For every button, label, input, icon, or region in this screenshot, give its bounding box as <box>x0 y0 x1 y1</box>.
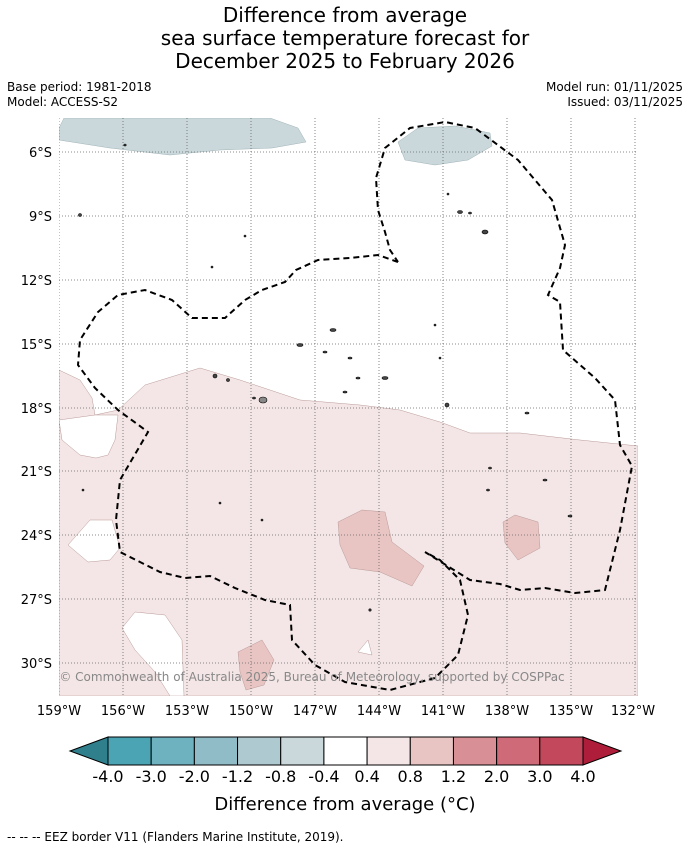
issued-date: Issued: 03/11/2025 <box>567 95 683 109</box>
lon-label-135w: 135°W <box>549 704 593 719</box>
lat-label-24s: 24°S <box>21 529 52 544</box>
model-run: Model run: 01/11/2025 <box>545 80 683 94</box>
colorbar-segment <box>107 736 152 766</box>
neutral-patch-small <box>357 639 373 656</box>
lon-label-144w: 144°W <box>357 704 401 719</box>
colorbar-tick-label: -4.0 <box>92 767 124 786</box>
cool-patch-north <box>59 118 307 156</box>
colorbar <box>68 736 623 766</box>
title-line-3: December 2025 to February 2026 <box>175 49 515 73</box>
colorbar-tick-label: 0.8 <box>397 767 423 786</box>
colorbar-extend-low <box>68 736 109 766</box>
lon-label-147w: 147°W <box>293 704 337 719</box>
colorbar-tick-label: 4.0 <box>570 767 596 786</box>
lon-label-159w: 159°W <box>37 704 81 719</box>
graticule <box>59 118 638 696</box>
lat-label-30s: 30°S <box>21 657 52 672</box>
lat-label-15s: 15°S <box>21 338 52 353</box>
colorbar-segment <box>452 736 498 766</box>
colorbar-extend-high <box>582 736 623 766</box>
colorbar-tick-label: -3.0 <box>135 767 167 786</box>
latitude-labels: 6°S 9°S 12°S 15°S 18°S 21°S 24°S 27°S 30… <box>21 146 52 672</box>
colorbar-segment <box>496 736 541 766</box>
title-line-2: sea surface temperature forecast for <box>160 26 530 50</box>
meta-left: Base period: 1981-2018 Model: ACCESS-S2 <box>7 80 152 110</box>
lat-label-6s: 6°S <box>29 146 52 161</box>
warm-patch-south <box>237 639 275 691</box>
lat-label-9s: 9°S <box>29 210 52 225</box>
lon-label-150w: 150°W <box>229 704 273 719</box>
colorbar-tick-label: 1.2 <box>440 767 467 786</box>
colorbar-segment <box>193 736 239 766</box>
colorbar-tick-label: 3.0 <box>527 767 553 786</box>
colorbar-segment <box>366 736 411 766</box>
title-line-1: Difference from average <box>222 3 468 27</box>
warm-patch-central <box>337 509 425 587</box>
colorbar-segment <box>237 736 282 766</box>
lat-label-27s: 27°S <box>21 593 52 608</box>
colorbar-segment <box>409 736 454 766</box>
cool-patch-northeast <box>397 125 493 166</box>
colorbar-tick-label: -1.2 <box>221 767 254 786</box>
model-name: Model: ACCESS-S2 <box>7 95 119 109</box>
lon-label-156w: 156°W <box>101 704 145 719</box>
colorbar-title: Difference from average (°C) <box>214 794 476 815</box>
lat-label-21s: 21°S <box>21 465 52 480</box>
colorbar-tick-label: 0.4 <box>354 767 380 786</box>
lon-label-141w: 141°W <box>421 704 465 719</box>
lon-label-138w: 138°W <box>485 704 529 719</box>
colorbar-tick-label: -0.4 <box>308 767 340 786</box>
eez-footnote: -- -- -- EEZ border V11 (Flanders Marine… <box>7 830 344 844</box>
colorbar-segment <box>280 736 325 766</box>
eez-border <box>76 120 634 692</box>
longitude-labels: 159°W 156°W 153°W 150°W 147°W 144°W 141°… <box>37 704 655 719</box>
lat-label-18s: 18°S <box>21 402 52 417</box>
map-area: © Commonwealth of Australia 2025, Bureau… <box>59 118 638 696</box>
lon-label-153w: 153°W <box>165 704 209 719</box>
lon-label-132w: 132°W <box>611 704 655 719</box>
warm-patch-east <box>502 514 541 561</box>
colorbar-tick-label: 2.0 <box>483 767 510 786</box>
colorbar-tick-label: -0.8 <box>265 767 297 786</box>
neutral-patch-south <box>121 611 185 696</box>
meta-right: Model run: 01/11/2025 Issued: 03/11/2025 <box>546 80 683 110</box>
copyright-text: © Commonwealth of Australia 2025, Bureau… <box>59 670 564 684</box>
colorbar-segment <box>150 736 195 766</box>
lat-label-12s: 12°S <box>21 274 52 289</box>
map-title: Difference from average sea surface temp… <box>0 4 690 73</box>
base-period: Base period: 1981-2018 <box>7 80 152 94</box>
colorbar-segment <box>323 736 368 766</box>
colorbar-tick-label: -2.0 <box>178 767 210 786</box>
colorbar-segment <box>539 736 584 766</box>
islands <box>78 143 573 612</box>
neutral-patch-west <box>59 414 119 459</box>
